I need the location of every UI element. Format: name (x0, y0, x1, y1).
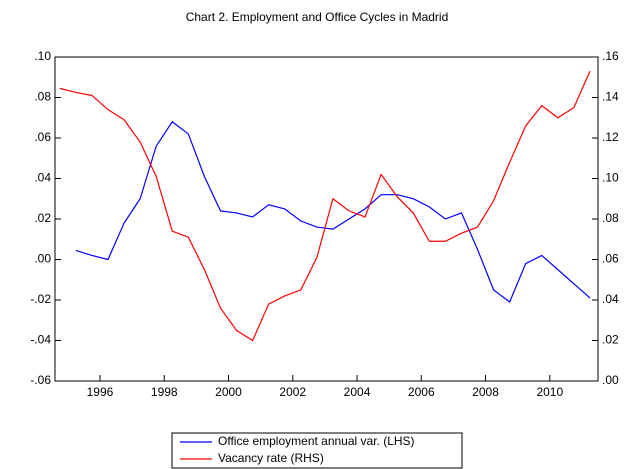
x-tick-label: 2002 (279, 385, 306, 399)
legend-label: Vacancy rate (RHS) (218, 451, 324, 465)
y-tick-label: .08 (34, 90, 51, 104)
y-tick-label: -.04 (30, 333, 51, 347)
y2-tick-label: .00 (602, 373, 619, 387)
x-tick-label: 2010 (536, 385, 563, 399)
series-line (75, 120, 591, 303)
x-tick-label: 1998 (151, 385, 178, 399)
legend-box (171, 432, 463, 469)
series-line (59, 70, 591, 342)
y2-tick-label: .16 (602, 49, 619, 63)
y2-tick-label: .04 (602, 292, 619, 306)
y-tick-label: .02 (34, 211, 51, 225)
y-tick-label: .00 (34, 252, 51, 266)
chart-title: Chart 2. Employment and Office Cycles in… (186, 10, 449, 24)
y-tick-label: -.06 (30, 373, 51, 387)
y2-tick-label: .08 (602, 211, 619, 225)
plot-frame (54, 56, 599, 382)
y2-tick-label: .12 (602, 130, 619, 144)
y2-tick-label: .14 (602, 90, 619, 104)
legend-label: Office employment annual var. (LHS) (218, 434, 415, 448)
x-tick-label: 2000 (215, 385, 242, 399)
y2-tick-label: .10 (602, 171, 619, 185)
y-tick-label: .10 (34, 49, 51, 63)
x-tick-label: 2006 (408, 385, 435, 399)
y-tick-label: .06 (34, 130, 51, 144)
x-tick-label: 1996 (87, 385, 114, 399)
y2-tick-label: .06 (602, 252, 619, 266)
y-tick-label: -.02 (30, 292, 51, 306)
y-tick-label: .04 (34, 171, 51, 185)
x-tick-label: 2008 (472, 385, 499, 399)
y2-tick-label: .02 (602, 333, 619, 347)
x-tick-label: 2004 (344, 385, 371, 399)
